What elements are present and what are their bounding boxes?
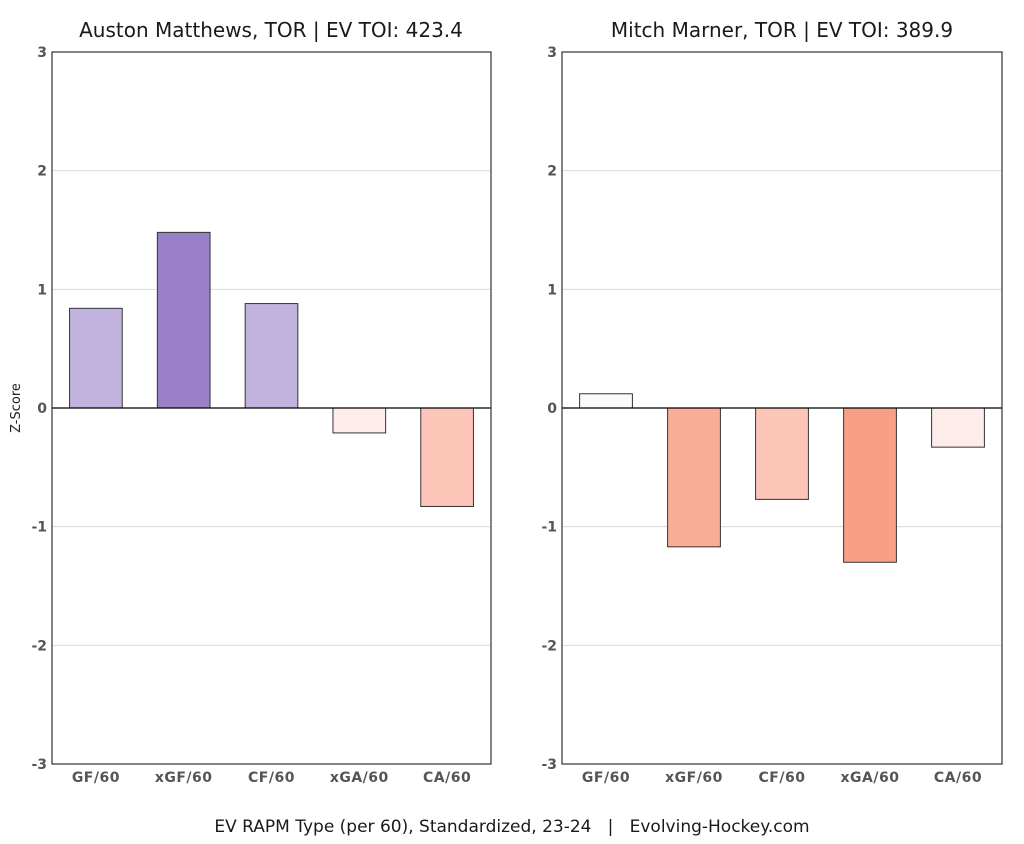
plot-frame [51,51,492,765]
y-tick-label: 1 [37,282,47,298]
y-tick-label: -3 [31,757,47,773]
x-tick-label: CF/60 [759,770,806,786]
bar-xgf-60 [667,407,721,548]
x-tick-label: xGF/60 [155,770,213,786]
y-tick-label: -2 [31,638,47,654]
x-tick-label: CA/60 [934,770,982,786]
x-tick-label: CA/60 [423,770,471,786]
x-tick-label: xGA/60 [841,770,900,786]
panel-title: Mitch Marner, TOR | EV TOI: 389.9 [611,18,953,42]
x-tick-label: xGA/60 [330,770,389,786]
bar-xga-60 [332,407,387,434]
x-tick-label: xGF/60 [665,770,723,786]
y-tick-label: 3 [37,45,47,61]
y-axis-label: Z-Score [9,383,24,433]
y-tick-label: 0 [37,401,47,417]
bar-gf-60 [69,307,123,409]
panel-mitch-marner: Mitch Marner, TOR | EV TOI: 389.9 3 2 1 0 -1 -… [541,18,1003,786]
x-tick-label: GF/60 [582,770,630,786]
y-tick-label: 3 [547,45,557,61]
y-tick-label: -3 [541,757,557,773]
bar-xgf-60 [156,231,211,409]
y-tick-label: 2 [547,164,557,180]
bar-cf-60 [755,407,809,500]
plot-frame [561,51,1003,765]
x-tick-label: CF/60 [248,770,295,786]
chart-caption: EV RAPM Type (per 60), Standardized, 23-… [214,817,809,837]
y-tick-label: -1 [31,520,47,536]
bar-cf-60 [244,303,299,409]
y-tick-label: 1 [547,282,557,298]
bar-ca-60 [420,407,474,507]
y-tick-label: -2 [541,638,557,654]
bar-xga-60 [843,407,897,563]
panel-title: Auston Matthews, TOR | EV TOI: 423.4 [79,18,463,42]
bar-ca-60 [931,407,985,448]
x-tick-label: GF/60 [72,770,120,786]
y-tick-label: 2 [37,164,47,180]
panel-auston-matthews: Auston Matthews, TOR | EV TOI: 423.4 3 2 1 0… [31,18,492,786]
bar-gf-60 [579,393,633,409]
y-tick-label: 0 [547,401,557,417]
y-tick-label: -1 [541,520,557,536]
